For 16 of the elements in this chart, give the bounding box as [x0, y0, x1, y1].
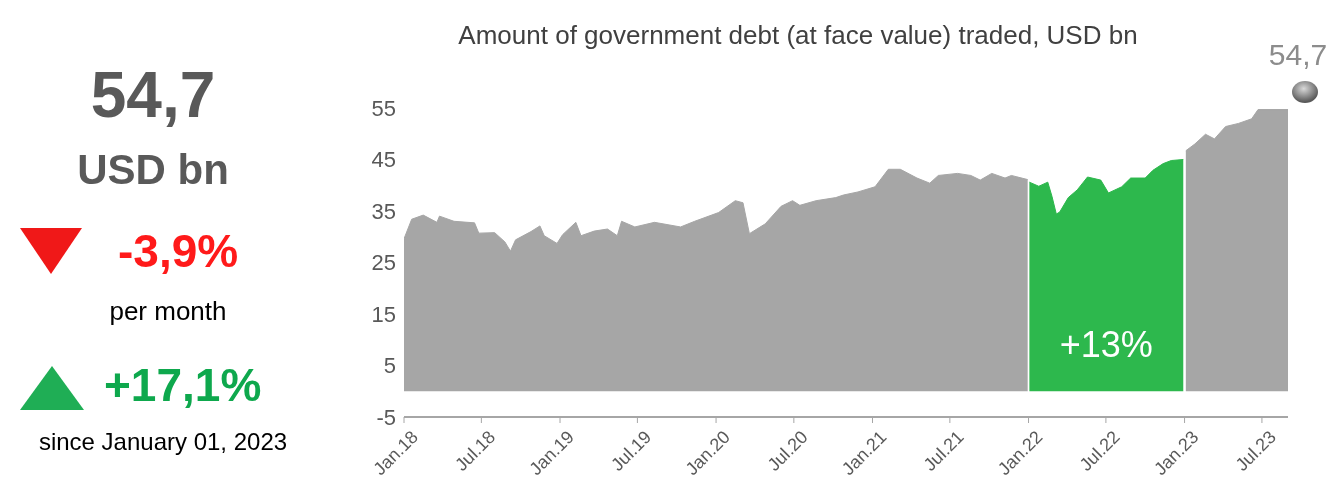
y-tick-label: -5	[376, 404, 396, 430]
annotation: 54,7	[1267, 37, 1329, 72]
y-tick-label: 15	[371, 301, 396, 327]
text: -3,9%	[118, 224, 239, 278]
chart-title: Amount of government debt (at face value) traded, USD bn	[457, 19, 1139, 52]
text: USD bn	[76, 146, 230, 194]
text: per month	[108, 296, 228, 327]
y-tick-label: 25	[371, 250, 396, 276]
y-tick-label: 35	[371, 198, 396, 224]
y-tick-label: 45	[371, 147, 396, 173]
annotation: +13%	[1058, 324, 1154, 367]
y-tick-label: 55	[371, 95, 396, 121]
text: since January 01, 2023	[37, 428, 289, 456]
text: 54,7	[89, 58, 217, 132]
text: +17,1%	[104, 358, 262, 412]
y-tick-label: 5	[383, 353, 396, 379]
